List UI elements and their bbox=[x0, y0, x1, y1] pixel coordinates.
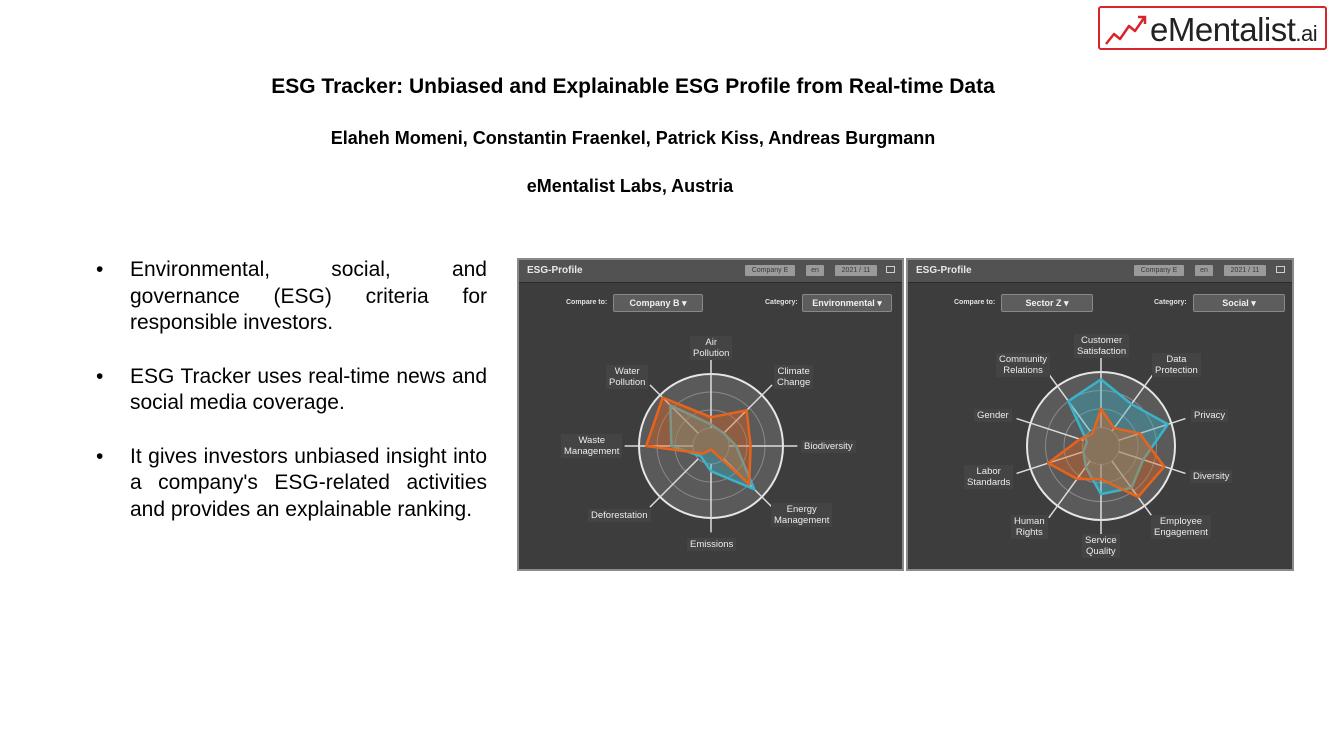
axis-label: Customer Satisfaction bbox=[1074, 334, 1130, 358]
date-chip[interactable]: 2021 / 11 bbox=[835, 265, 877, 276]
chevron-down-icon: ▾ bbox=[1064, 298, 1069, 308]
axis-label: Privacy bbox=[1191, 409, 1229, 422]
category-dropdown[interactable]: Social ▾ bbox=[1193, 294, 1285, 312]
maximize-icon[interactable] bbox=[1276, 266, 1285, 273]
chevron-down-icon: ▾ bbox=[1251, 298, 1256, 308]
radar-spoke bbox=[1048, 460, 1091, 519]
radar-spoke bbox=[1111, 373, 1154, 432]
panel-header: ESG-Profile Company E en 2021 / 11 bbox=[519, 260, 902, 283]
axis-label: Service Quality bbox=[1082, 534, 1120, 558]
axis-label: Waste Management bbox=[561, 434, 623, 458]
page-title: ESG Tracker: Unbiased and Explainable ES… bbox=[271, 75, 995, 98]
axis-label: Diversity bbox=[1190, 470, 1233, 483]
panel-title: ESG-Profile bbox=[916, 265, 972, 276]
panel-header: ESG-Profile Company E en 2021 / 11 bbox=[908, 260, 1292, 283]
category-dropdown[interactable]: Environmental ▾ bbox=[802, 294, 892, 312]
radar-spoke bbox=[1118, 451, 1186, 475]
axis-label: Air Pollution bbox=[690, 336, 733, 360]
compare-label: Compare to: bbox=[954, 299, 996, 306]
category-label: Category: bbox=[1154, 299, 1187, 306]
axis-label: Climate Change bbox=[774, 365, 814, 389]
bullet-item: • ESG Tracker uses real-time news and soc… bbox=[96, 364, 487, 417]
bullet-marker: • bbox=[96, 364, 104, 388]
compare-dropdown[interactable]: Sector Z ▾ bbox=[1001, 294, 1093, 312]
radar-spoke bbox=[1016, 417, 1084, 441]
radar-series-company bbox=[644, 396, 752, 486]
logo-text: eMentalist.ai bbox=[1150, 11, 1318, 48]
company-chip[interactable]: Company E bbox=[745, 265, 795, 276]
radar-chart bbox=[1016, 357, 1186, 535]
axis-label: Deforestation bbox=[588, 509, 651, 522]
bullet-marker: • bbox=[96, 444, 104, 468]
language-chip[interactable]: en bbox=[1195, 265, 1213, 276]
esg-profile-panel-social: ESG-Profile Company E en 2021 / 11 Compa… bbox=[906, 258, 1294, 571]
bullet-list: • Environmental, social, and governance (… bbox=[96, 257, 487, 550]
radar-series-company bbox=[1046, 407, 1166, 499]
esg-profile-panel-environmental: ESG-Profile Company E en 2021 / 11 Compa… bbox=[517, 258, 904, 571]
category-label: Category: bbox=[765, 299, 798, 306]
axis-label: Data Protection bbox=[1152, 353, 1201, 377]
axis-label: Energy Management bbox=[771, 503, 833, 527]
authors: Elaheh Momeni, Constantin Fraenkel, Patr… bbox=[330, 128, 936, 148]
bullet-marker: • bbox=[96, 258, 104, 281]
bullet-item: • Environmental, social, and governance (… bbox=[96, 257, 487, 337]
axis-label: Human Rights bbox=[1011, 515, 1048, 539]
bullet-text: Environmental, social, and governance (E… bbox=[130, 258, 487, 334]
bullet-text: It gives investors unbiased insight into… bbox=[130, 444, 487, 521]
language-chip[interactable]: en bbox=[806, 265, 824, 276]
trend-chart-icon bbox=[1105, 15, 1147, 45]
affiliation: eMentalist Labs, Austria bbox=[526, 176, 734, 196]
axis-label: Employee Engagement bbox=[1151, 515, 1211, 539]
company-chip[interactable]: Company E bbox=[1134, 265, 1184, 276]
chevron-down-icon: ▾ bbox=[877, 298, 882, 308]
axis-label: Biodiversity bbox=[801, 440, 856, 453]
radar-spoke bbox=[1118, 417, 1186, 441]
axis-label: Emissions bbox=[687, 538, 737, 551]
radar-spoke bbox=[649, 458, 699, 508]
compare-dropdown[interactable]: Company B ▾ bbox=[613, 294, 703, 312]
chevron-down-icon: ▾ bbox=[682, 298, 687, 308]
radar-spoke bbox=[723, 384, 773, 434]
axis-label: Gender bbox=[974, 409, 1012, 422]
axis-label: Community Relations bbox=[996, 353, 1051, 377]
radar-chart bbox=[624, 359, 798, 533]
radar-spoke bbox=[649, 384, 699, 434]
bullet-text: ESG Tracker uses real-time news and soci… bbox=[130, 364, 487, 415]
panel-title: ESG-Profile bbox=[527, 265, 583, 276]
axis-label: Labor Standards bbox=[964, 465, 1014, 489]
maximize-icon[interactable] bbox=[886, 266, 895, 273]
compare-label: Compare to: bbox=[566, 299, 608, 306]
radar-series-compare bbox=[1067, 378, 1170, 496]
axis-label: Water Pollution bbox=[606, 365, 649, 389]
bullet-item: • It gives investors unbiased insight int… bbox=[96, 444, 487, 524]
date-chip[interactable]: 2021 / 11 bbox=[1224, 265, 1266, 276]
radar-spoke bbox=[1111, 460, 1154, 519]
ementalist-logo: eMentalist.ai bbox=[1098, 6, 1327, 50]
